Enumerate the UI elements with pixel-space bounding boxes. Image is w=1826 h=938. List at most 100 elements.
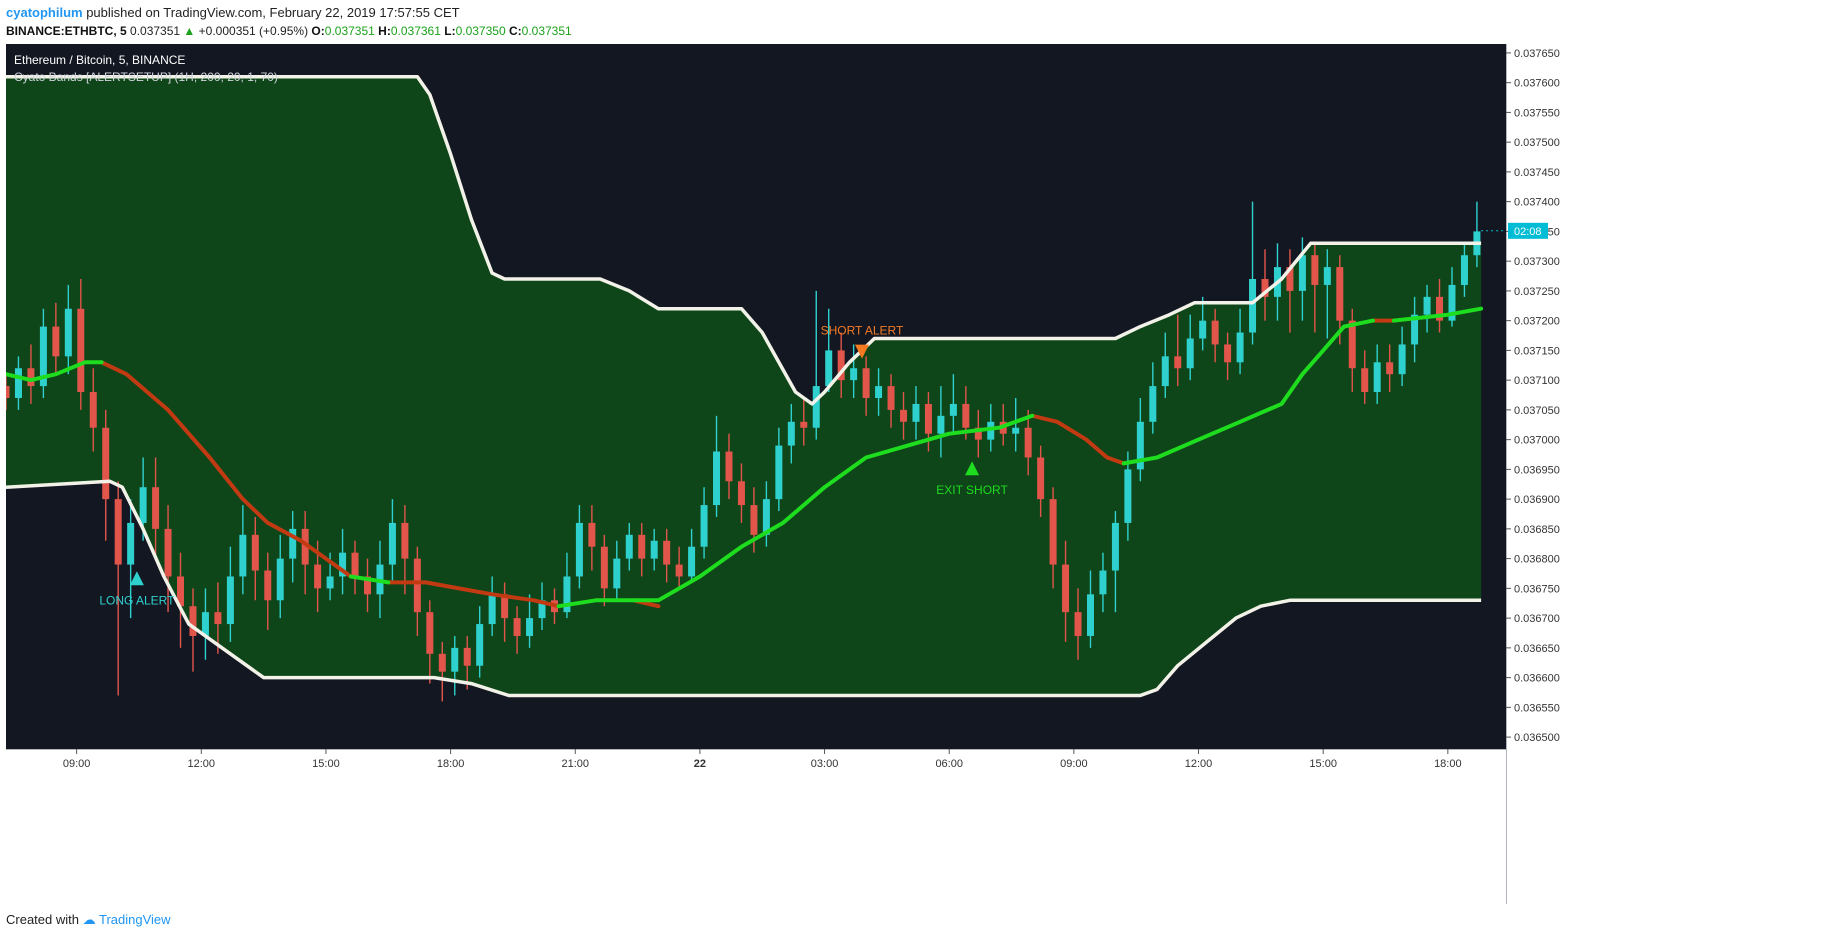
time-tick-label: 03:00 <box>811 758 839 770</box>
candle-body <box>214 612 222 625</box>
short-alert-icon <box>854 344 869 359</box>
candle-body <box>401 522 409 559</box>
candle-body <box>1099 570 1107 595</box>
upper-band-line <box>6 74 1482 406</box>
time-tick-label: 18:00 <box>1434 758 1462 770</box>
candle-body <box>812 386 820 428</box>
candle-body <box>114 499 122 565</box>
price-tick-label: 0.036550 <box>1514 702 1560 714</box>
quote-line: BINANCE:ETHBTC, 5 0.037351 ▲ +0.000351 (… <box>6 22 1816 40</box>
chart-header: cyatophilum published on TradingView.com… <box>6 4 1816 40</box>
price-tick-label: 0.037000 <box>1514 435 1560 447</box>
candle-body <box>1436 296 1444 321</box>
price-tick-label: 0.036850 <box>1514 524 1560 536</box>
tradingview-logo-icon: ☁ <box>82 912 96 927</box>
candle-body <box>239 534 247 577</box>
price-tick-label: 0.037200 <box>1514 316 1560 328</box>
basis-line-up <box>556 413 1035 609</box>
price-badge <box>1508 222 1548 239</box>
candle-body <box>388 522 396 565</box>
indicator-label[interactable]: Cyato Bands [ALERTSETUP] (1H, 200, 20, 1… <box>14 70 278 84</box>
time-tick-label: 09:00 <box>1060 758 1088 770</box>
candle-body <box>1249 279 1257 333</box>
legend-title: Ethereum / Bitcoin, 5, BINANCE <box>14 53 186 67</box>
close-value: 0.037351 <box>521 24 572 38</box>
candle-body <box>762 499 770 535</box>
price-tick-label: 0.037450 <box>1514 167 1560 179</box>
candle-body <box>339 552 347 577</box>
candle-body <box>451 647 459 672</box>
time-tick-label: 09:00 <box>63 758 91 770</box>
price-tick-label: 0.037500 <box>1514 137 1560 149</box>
candle-body <box>77 308 85 393</box>
time-tick-label: 12:00 <box>188 758 216 770</box>
low-value: 0.037350 <box>455 24 506 38</box>
chart-area[interactable]: LONG ALERT SHORT ALERT EXIT SHORT 0.036500 0… <box>6 44 1820 904</box>
candle-body <box>937 415 945 434</box>
price-tick-label: 0.036500 <box>1514 732 1560 744</box>
candle-body <box>1124 469 1132 523</box>
exit-alert-icon <box>965 461 980 476</box>
candle-body <box>276 558 284 601</box>
time-axis-background <box>6 749 1506 904</box>
price-tick-label: 0.036700 <box>1514 613 1560 625</box>
basis-line-down <box>99 360 353 579</box>
candle-body <box>1161 356 1169 387</box>
price-tick-label: 0.036600 <box>1514 673 1560 685</box>
price-tick-label: 0.037650 <box>1514 48 1560 60</box>
candle-body <box>426 612 434 654</box>
tradingview-brand[interactable]: TradingView <box>99 912 171 927</box>
candle-body <box>1411 314 1419 345</box>
candle-body <box>1074 612 1082 636</box>
candle-body <box>650 540 658 559</box>
candle-body <box>613 558 621 589</box>
candle-body <box>924 403 932 434</box>
candle-body <box>974 427 982 440</box>
time-tick-label: 22 <box>694 758 706 770</box>
candle-body <box>476 624 484 666</box>
up-arrow-icon: ▲ <box>183 24 196 38</box>
candle-body <box>226 576 234 625</box>
long-alert-label: LONG ALERT <box>99 593 175 607</box>
candle-body <box>264 570 272 601</box>
candle-body <box>1323 267 1331 285</box>
candle-body <box>600 546 608 589</box>
open-label: O: <box>311 24 325 38</box>
publish-line: cyatophilum published on TradingView.com… <box>6 4 1816 22</box>
price-tick-label: 0.037050 <box>1514 405 1560 417</box>
candle-body <box>912 403 920 422</box>
candle-body <box>326 576 334 589</box>
candle-body <box>301 528 309 565</box>
price-tick-label: 0.037400 <box>1514 197 1560 209</box>
author-link[interactable]: cyatophilum <box>6 5 83 20</box>
candle-body <box>1373 362 1381 393</box>
open-value: 0.037351 <box>324 24 375 38</box>
candle-body <box>663 540 671 565</box>
price-tick-label: 0.037550 <box>1514 107 1560 119</box>
time-tick-label: 06:00 <box>935 758 963 770</box>
short-alert-label: SHORT ALERT <box>821 324 904 338</box>
candle-body <box>563 576 571 613</box>
price-tick-label: 0.036900 <box>1514 494 1560 506</box>
price-tick-label: 0.037150 <box>1514 345 1560 357</box>
time-tick-label: 12:00 <box>1185 758 1213 770</box>
candle-body <box>413 558 421 613</box>
candle-body <box>89 392 97 428</box>
candle-body <box>152 487 160 529</box>
candle-body <box>1211 320 1219 345</box>
candle-body <box>887 386 895 410</box>
candle-body <box>189 606 197 636</box>
price-tick-label: 0.037600 <box>1514 78 1560 90</box>
time-tick-label: 18:00 <box>437 758 465 770</box>
candle-body <box>201 612 209 636</box>
price-chart[interactable]: LONG ALERT SHORT ALERT EXIT SHORT 0.036500 0… <box>6 44 1820 904</box>
long-alert-icon <box>129 571 144 586</box>
candle-body <box>1136 421 1144 470</box>
candle-body <box>513 618 521 636</box>
candle-body <box>837 350 845 381</box>
candle-body <box>1037 457 1045 500</box>
candle-body <box>314 564 322 589</box>
candle-body <box>1174 356 1182 369</box>
price-tick-label: 0.036800 <box>1514 554 1560 566</box>
candle-body <box>588 522 596 547</box>
